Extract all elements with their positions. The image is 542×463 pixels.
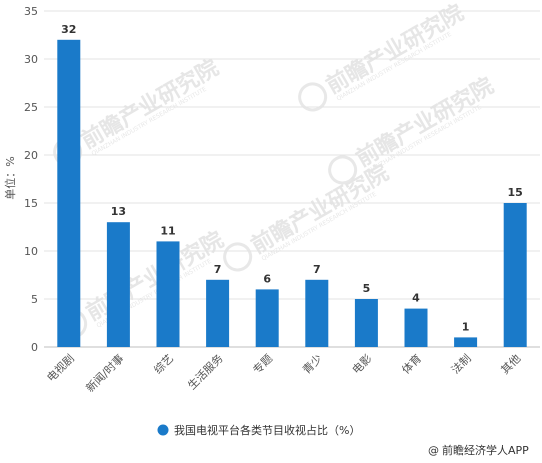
x-tick-label: 法制 bbox=[448, 351, 473, 376]
y-tick-label: 5 bbox=[31, 293, 38, 306]
bar bbox=[354, 299, 378, 347]
x-tick-label: 新闻/时事 bbox=[83, 351, 127, 395]
x-tick-label: 电影 bbox=[350, 352, 375, 377]
watermark-text: 前瞻产业研究院 bbox=[352, 73, 498, 173]
bar bbox=[404, 308, 428, 347]
x-tick-label: 专题 bbox=[250, 351, 275, 376]
bar bbox=[206, 279, 230, 347]
y-tick-label: 25 bbox=[24, 101, 38, 114]
watermark-logo bbox=[328, 155, 358, 185]
x-tick-label: 电视剧 bbox=[44, 351, 77, 384]
y-tick-label: 35 bbox=[24, 5, 38, 18]
data-label: 4 bbox=[412, 292, 420, 305]
y-tick-label: 15 bbox=[24, 197, 38, 210]
source-symbol: @ bbox=[428, 444, 439, 457]
bar bbox=[57, 39, 81, 348]
bar bbox=[454, 337, 478, 347]
y-axis: 0 5 10 15 20 25 30 35 bbox=[24, 5, 38, 354]
y-axis-label: 单位：% bbox=[3, 156, 17, 199]
watermark-logo bbox=[223, 242, 253, 272]
y-tick-label: 0 bbox=[31, 341, 38, 354]
legend-marker bbox=[157, 424, 169, 436]
legend-label: 我国电视平台各类节目收视占比（%） bbox=[174, 423, 360, 437]
legend: 我国电视平台各类节目收视占比（%） bbox=[157, 423, 360, 437]
data-label: 15 bbox=[508, 186, 523, 199]
bar bbox=[106, 222, 130, 347]
y-tick-label: 10 bbox=[24, 245, 38, 258]
data-label: 6 bbox=[263, 272, 271, 285]
data-label: 11 bbox=[160, 224, 175, 237]
bar bbox=[503, 203, 527, 347]
data-label: 13 bbox=[111, 205, 126, 218]
data-label: 7 bbox=[313, 263, 321, 276]
watermark-logo bbox=[298, 82, 328, 112]
data-labels: 32 13 11 7 6 7 5 4 1 15 bbox=[61, 23, 523, 334]
x-tick-label: 体育 bbox=[399, 351, 424, 376]
x-axis: 电视剧 新闻/时事 综艺 生活服务 专题 青少 电影 体育 法制 其他 bbox=[44, 351, 524, 395]
bar bbox=[255, 289, 279, 347]
source-credit: @ 前瞻经济学人APP bbox=[428, 443, 529, 457]
bars bbox=[57, 39, 527, 348]
watermark-text: 前瞻产业研究院 bbox=[77, 55, 223, 155]
x-tick-label: 其他 bbox=[499, 352, 524, 377]
watermark-text: 前瞻产业研究院 bbox=[322, 0, 468, 99]
bar bbox=[305, 279, 329, 347]
y-tick-label: 20 bbox=[24, 149, 38, 162]
source-text: 前瞻经济学人APP bbox=[442, 443, 529, 457]
data-label: 32 bbox=[61, 23, 76, 36]
data-label: 5 bbox=[363, 282, 371, 295]
watermark-text: 前瞻产业研究院 bbox=[247, 160, 393, 260]
x-tick-label: 生活服务 bbox=[185, 351, 226, 392]
data-label: 7 bbox=[214, 263, 222, 276]
x-tick-label: 青少 bbox=[300, 352, 325, 377]
y-tick-label: 30 bbox=[24, 53, 38, 66]
bar bbox=[156, 241, 180, 347]
x-tick-label: 综艺 bbox=[151, 351, 176, 376]
data-label: 1 bbox=[462, 320, 470, 333]
